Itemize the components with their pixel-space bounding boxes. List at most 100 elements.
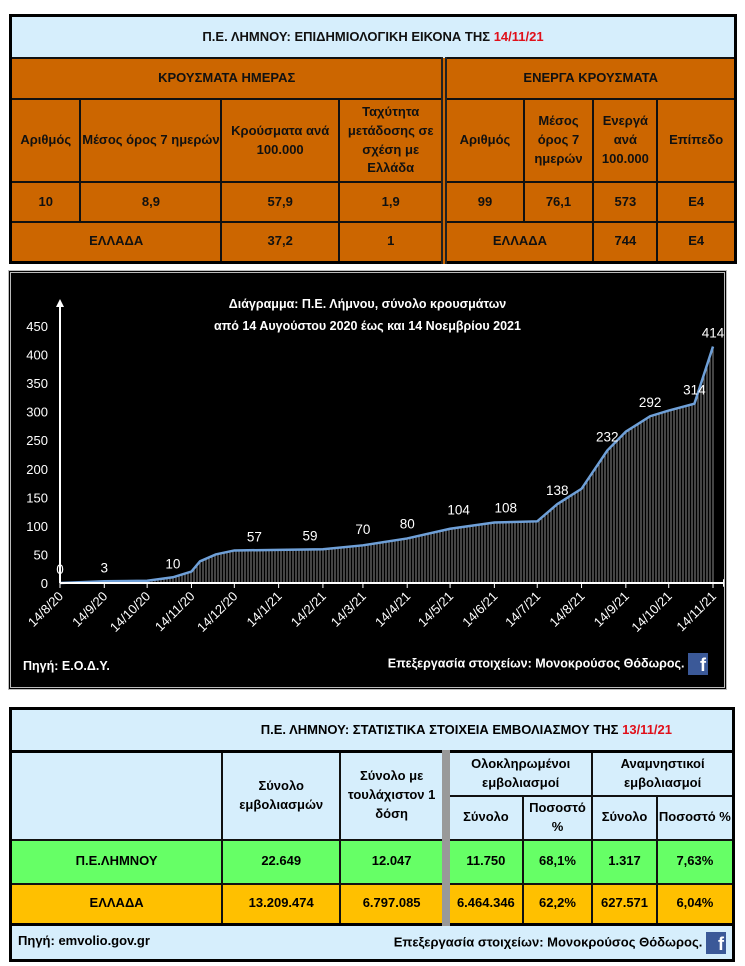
cell: ΕΛΛΑΔΑ [441,221,595,263]
x-tick-label: 14/10/21 [628,589,674,635]
x-tick-label: 14/7/21 [502,589,543,630]
data-label: 104 [447,503,470,518]
daily-header: ΚΡΟΥΣΜΑΤΑ ΗΜΕΡΑΣ [9,57,446,100]
cell: 6.797.085 [339,882,448,926]
col-header: Αναμνηστικοί εμβολιασμοί [591,750,735,797]
cell: 6.464.346 [442,882,524,926]
lemnos-row: 10 8,9 57,9 1,9 99 76,1 573 Ε4 [9,181,737,223]
data-label: 59 [303,528,318,543]
cell: 7,63% [655,838,735,885]
x-tick-label: 14/11/20 [152,589,198,635]
y-tick-label: 350 [26,376,48,391]
cell: 57,9 [220,181,340,223]
cell: 13.209.474 [221,882,342,926]
cell: ΕΛΛΑΔΑ [9,221,223,263]
cell: 11.750 [442,838,524,885]
chart-credit: Επεξεργασία στοιχείων: Μονοκρούσος Θόδωρ… [387,656,685,671]
facebook-icon[interactable]: f [706,931,726,954]
col-header: Ταχύτητα μετάδοσης σε σχέση με Ελλάδα [337,98,446,183]
x-tick-label: 14/8/21 [546,589,587,630]
series-line [59,346,715,585]
cell: 99 [441,181,525,223]
x-tick-label: 14/3/21 [328,589,369,630]
x-tick-label: 14/1/21 [243,589,284,630]
blank-header [9,750,224,841]
cases-chart: 0 50 100 150 200 250 300 350 400 450 14/8/20 14/9/2… [8,270,727,690]
cell: 744 [592,221,659,263]
cell: 12.047 [339,838,448,885]
data-label: 57 [247,529,262,544]
x-tick-label: 14/11/21 [673,589,719,635]
data-label: 0 [56,562,64,577]
vacc-source: Πηγή: emvolio.gov.gr [18,932,150,948]
y-tick-label: 300 [26,405,48,420]
data-label: 314 [683,383,706,398]
greece-row: ΕΛΛΑΔΑ 13.209.474 6.797.085 6.464.346 62,2% 6… [9,882,735,926]
vacc-title: Π.Ε. ΛΗΜΝΟΥ: ΣΤΑΤΙΣΤΙΚΑ ΣΤΟΙΧΕΙΑ ΕΜΒΟΛΙΑ… [9,707,735,753]
epidemiology-table: Π.Ε. ΛΗΜΝΟΥ: ΕΠΙΔΗΜΙΟΛΟΓΙΚΗ ΕΙΚΟΝΑ ΤΗΣ 1… [9,14,737,264]
vacc-date: 13/11/21 [622,721,672,737]
cell: 37,2 [220,221,340,263]
cell: 76,1 [522,181,595,223]
row-label: ΕΛΛΑΔΑ [9,882,224,926]
greece-row: ΕΛΛΑΔΑ 37,2 1 ΕΛΛΑΔΑ 744 Ε4 [9,221,737,263]
col-header: Σύνολο εμβολιασμών [221,750,342,841]
col-header: Ποσοστό % [521,794,594,841]
data-label: 10 [165,556,180,571]
cell: 8,9 [79,181,223,223]
chart-title: Διάγραμμα: Π.Ε. Λήμνου, σύνολο κρουσμάτω… [228,297,507,311]
col-header: Σύνολο με τουλάχιστον 1 δόση [339,750,448,841]
col-header: Μέσος όρος 7 ημερών [522,98,595,183]
col-header: Μέσος όρος 7 ημερών [79,98,223,183]
y-tick-label: 50 [34,547,48,562]
col-header: Σύνολο [442,794,524,841]
data-label: 108 [495,500,518,515]
lemnos-row: Π.Ε.ΛΗΜΝΟΥ 22.649 12.047 11.750 68,1% 1.317 7,… [9,838,735,885]
chart-subtitle: από 14 Αυγούστου 2020 έως και 14 Νοεμβρί… [214,319,521,333]
active-header: ΕΝΕΡΓΑ ΚΡΟΥΣΜΑΤΑ [441,57,737,100]
cell: 62,2% [521,882,594,926]
cell: 573 [592,181,659,223]
y-tick-label: 100 [26,519,48,534]
data-label: 292 [639,395,662,410]
x-axis-arrow [723,579,724,587]
col-header: Ολοκληρωμένοι εμβολιασμοί [442,750,594,797]
col-header: Ποσοστό % [655,794,735,841]
cell: 1,9 [337,181,446,223]
data-label: 80 [400,516,415,531]
data-label: 70 [355,522,370,537]
cell: Ε4 [656,181,737,223]
cell: 68,1% [521,838,594,885]
col-header: Αριθμός [9,98,82,183]
x-tick-label: 14/4/21 [372,589,413,630]
y-tick-label: 0 [41,576,48,591]
col-header: Αριθμός [441,98,525,183]
y-tick-label: 200 [26,462,48,477]
chart-source: Πηγή: Ε.Ο.Δ.Υ. [23,659,110,673]
x-tick-label: 14/9/21 [591,589,632,630]
col-header: Σύνολο [591,794,658,841]
cell: 22.649 [221,838,342,885]
y-axis-arrow [56,299,64,307]
cell: 1.317 [591,838,658,885]
col-header: Επίπεδο [656,98,737,183]
y-tick-label: 450 [26,319,48,334]
x-tick-label: 14/2/21 [288,589,329,630]
vacc-credit: Επεξεργασία στοιχείων: Μονοκρούσος Θόδωρ… [393,933,703,949]
col-header: Ενεργά ανά 100.000 [592,98,659,183]
facebook-icon[interactable]: f [688,653,708,675]
epi-date: 14/11/21 [493,28,544,44]
epi-title: Π.Ε. ΛΗΜΝΟΥ: ΕΠΙΔΗΜΙΟΛΟΓΙΚΗ ΕΙΚΟΝΑ ΤΗΣ 1… [9,14,737,59]
x-tick-label: 14/5/21 [415,589,456,630]
x-tick-label: 14/6/21 [459,589,500,630]
cell: Ε4 [656,221,737,263]
data-label: 414 [702,326,724,341]
y-tick-label: 400 [26,348,48,363]
vaccination-table: Π.Ε. ΛΗΜΝΟΥ: ΣΤΑΤΙΣΤΙΚΑ ΣΤΟΙΧΕΙΑ ΕΜΒΟΛΙΑ… [9,707,735,962]
col-header: Κρούσματα ανά 100.000 [220,98,340,183]
y-tick-label: 150 [26,490,48,505]
cell: 10 [9,181,82,223]
x-tick-label: 14/10/20 [107,589,153,635]
cell: 6,04% [655,882,735,926]
